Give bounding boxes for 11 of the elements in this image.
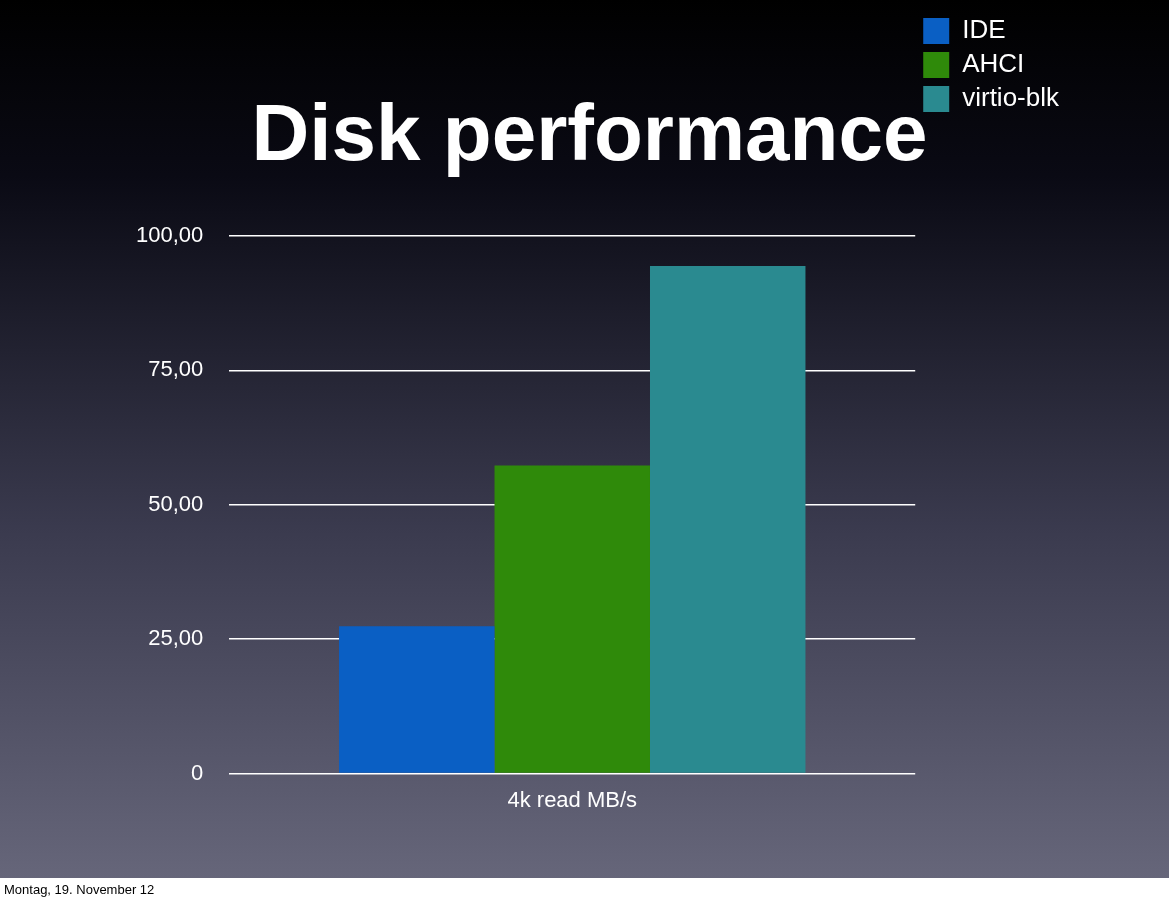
text: Montag, 19. November 12 — [4, 882, 156, 897]
x-tick-label: 4k read MB/s — [507, 786, 638, 812]
y-tick-label: 75,00 — [148, 356, 204, 382]
y-tick-label: 0 — [191, 759, 204, 785]
legend-label: AHCI — [962, 48, 1025, 79]
legend-label: virtio-blk — [962, 82, 1060, 113]
legend-label: IDE — [962, 14, 1006, 45]
y-tick-label: 25,00 — [148, 625, 204, 651]
y-tick-label: 50,00 — [148, 490, 204, 516]
y-tick-label: 100,00 — [135, 222, 204, 248]
chart-title: Disk performance — [251, 88, 928, 178]
